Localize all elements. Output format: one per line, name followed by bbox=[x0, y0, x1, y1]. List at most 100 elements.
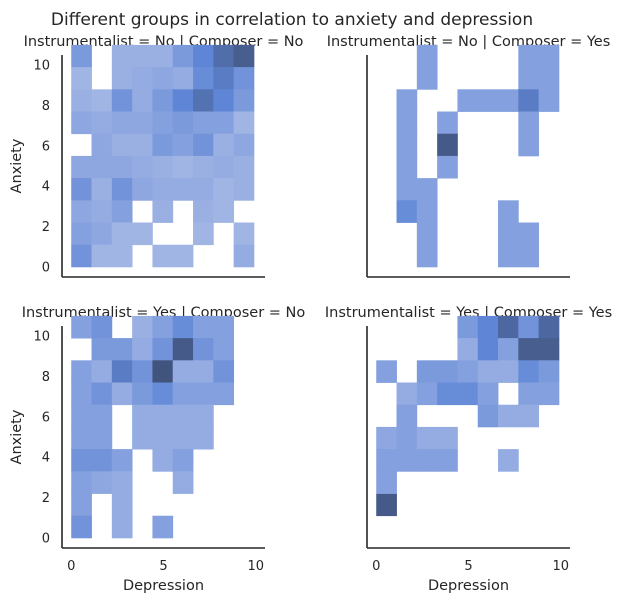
heatmap-cell bbox=[437, 111, 458, 135]
heatmap-cell bbox=[437, 155, 458, 179]
heatmap-cell bbox=[213, 200, 235, 223]
heatmap-cell bbox=[233, 44, 255, 68]
heatmap-cell bbox=[437, 360, 458, 383]
heatmap-cell bbox=[152, 133, 174, 157]
heatmap-cell bbox=[152, 44, 174, 68]
y-tick-label: 2 bbox=[42, 220, 50, 235]
heatmap-cell bbox=[233, 178, 255, 201]
y-tick-label: 4 bbox=[42, 180, 50, 195]
heatmap-cell bbox=[132, 44, 153, 68]
heatmap-cell bbox=[538, 315, 560, 339]
heatmap-cell bbox=[152, 338, 174, 361]
heatmap-cell bbox=[477, 315, 499, 339]
heatmap-cell bbox=[233, 89, 255, 112]
heatmap-cell bbox=[498, 360, 519, 383]
heatmap-cell bbox=[416, 200, 438, 223]
heatmap-cell bbox=[91, 178, 113, 201]
heatmap-cell bbox=[416, 426, 438, 450]
heatmap-cell bbox=[233, 222, 255, 246]
heatmap-cell bbox=[437, 426, 458, 450]
heatmap-cell bbox=[71, 404, 92, 428]
heatmap-cell bbox=[376, 449, 397, 472]
heatmap-cell bbox=[132, 315, 153, 339]
heatmap-cell bbox=[396, 155, 418, 179]
heatmap-cell bbox=[111, 515, 133, 539]
heatmap-cell bbox=[111, 493, 133, 517]
x-tick-label: 5 bbox=[159, 559, 167, 574]
x-axis-label: Depression bbox=[123, 578, 204, 594]
heatmap-cell bbox=[172, 338, 194, 361]
heatmap-cell bbox=[71, 426, 92, 450]
heatmap-cell bbox=[91, 155, 113, 179]
heatmap-cell bbox=[91, 382, 113, 406]
y-axis-label: Anxiety bbox=[9, 409, 25, 464]
heatmap-cell bbox=[193, 222, 214, 246]
heatmap-cell bbox=[193, 178, 214, 201]
heatmap-cell bbox=[132, 404, 153, 428]
heatmap-cell bbox=[376, 493, 397, 517]
heatmap-cell bbox=[538, 67, 560, 90]
heatmap-cell bbox=[396, 89, 418, 112]
heatmap-cell bbox=[477, 382, 499, 406]
heatmap-cell bbox=[71, 178, 92, 201]
heatmap-cell bbox=[172, 404, 194, 428]
heatmap-cell bbox=[71, 360, 92, 383]
heatmap-cell bbox=[91, 244, 113, 268]
heatmap-cell bbox=[457, 89, 479, 112]
heatmap-cell bbox=[437, 449, 458, 472]
heatmap-cell bbox=[416, 449, 438, 472]
heatmap-cell bbox=[233, 244, 255, 268]
heatmap-cell bbox=[132, 426, 153, 450]
heatmap-cell bbox=[132, 67, 153, 90]
heatmap-cell bbox=[518, 338, 540, 361]
heatmap-cell bbox=[416, 360, 438, 383]
heatmap-cell bbox=[213, 111, 235, 135]
heatmap-cell bbox=[111, 200, 133, 223]
heatmap-cell bbox=[111, 338, 133, 361]
heatmap-cell bbox=[213, 155, 235, 179]
y-tick-label: 0 bbox=[42, 531, 50, 546]
heatmap-cell bbox=[71, 382, 92, 406]
heatmap-cell bbox=[416, 222, 438, 246]
heatmap-cell bbox=[396, 178, 418, 201]
heatmap-cell bbox=[498, 89, 519, 112]
heatmap-cell bbox=[416, 44, 438, 68]
heatmap-cell bbox=[193, 426, 214, 450]
heatmap-cell bbox=[172, 244, 194, 268]
heatmap-cell bbox=[518, 244, 540, 268]
heatmap-cell bbox=[396, 449, 418, 472]
heatmap-cell bbox=[498, 315, 519, 339]
heatmap-cell bbox=[111, 244, 133, 268]
heatmap-cell bbox=[91, 360, 113, 383]
y-axis-label: Anxiety bbox=[9, 138, 25, 193]
heatmap-cell bbox=[132, 382, 153, 406]
heatmap-cell bbox=[132, 360, 153, 383]
heatmap-cell bbox=[152, 515, 174, 539]
heatmap-cell bbox=[416, 382, 438, 406]
heatmap-cell bbox=[152, 382, 174, 406]
heatmap-cell bbox=[111, 111, 133, 135]
heatmap-cell bbox=[172, 44, 194, 68]
heatmap-cell bbox=[193, 315, 214, 339]
heatmap-cell bbox=[132, 111, 153, 135]
heatmap-cell bbox=[91, 111, 113, 135]
heatmap-cell bbox=[193, 338, 214, 361]
heatmap-cell bbox=[518, 315, 540, 339]
chart-title: Different groups in correlation to anxie… bbox=[51, 10, 533, 30]
heatmap-cell bbox=[518, 89, 540, 112]
heatmap-cell bbox=[457, 338, 479, 361]
heatmap-cell bbox=[518, 133, 540, 157]
heatmap-cell bbox=[498, 222, 519, 246]
heatmap-cell bbox=[213, 338, 235, 361]
heatmap-cell bbox=[152, 155, 174, 179]
heatmap-cell bbox=[111, 67, 133, 90]
heatmap-cell bbox=[498, 200, 519, 223]
heatmap-cell bbox=[71, 493, 92, 517]
x-tick-label: 5 bbox=[464, 559, 472, 574]
heatmap-cell bbox=[518, 222, 540, 246]
heatmap-cell bbox=[518, 382, 540, 406]
heatmap-cell bbox=[233, 67, 255, 90]
heatmap-cell bbox=[91, 133, 113, 157]
